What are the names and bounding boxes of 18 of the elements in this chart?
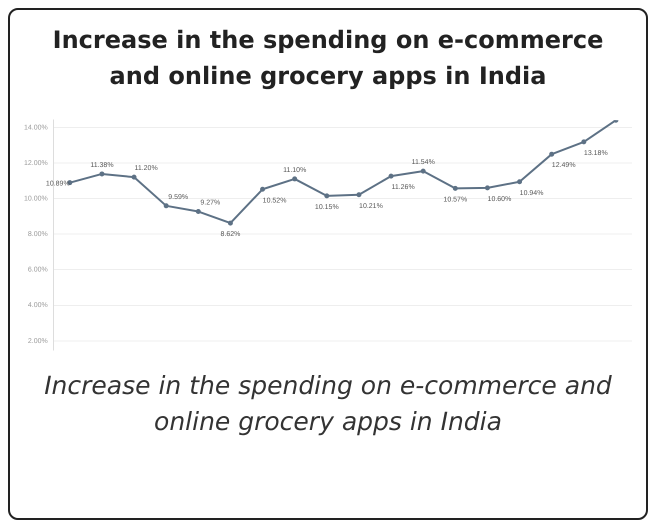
point — [452, 186, 458, 191]
point — [196, 209, 201, 214]
chart-title: Increase in the spending on e-commerce and online grocery apps in India — [52, 25, 604, 92]
point — [99, 171, 104, 176]
point — [420, 168, 426, 174]
point — [549, 152, 554, 157]
text: Increase in the spending on e-commerce and online grocery apps in India — [43, 370, 613, 438]
point — [581, 139, 586, 144]
point — [228, 220, 233, 226]
point — [388, 174, 394, 179]
point — [132, 174, 137, 180]
point — [260, 186, 266, 192]
point — [324, 193, 330, 198]
point — [356, 192, 362, 198]
point — [164, 203, 169, 208]
point — [292, 176, 298, 182]
point — [517, 179, 522, 184]
point — [484, 185, 490, 190]
